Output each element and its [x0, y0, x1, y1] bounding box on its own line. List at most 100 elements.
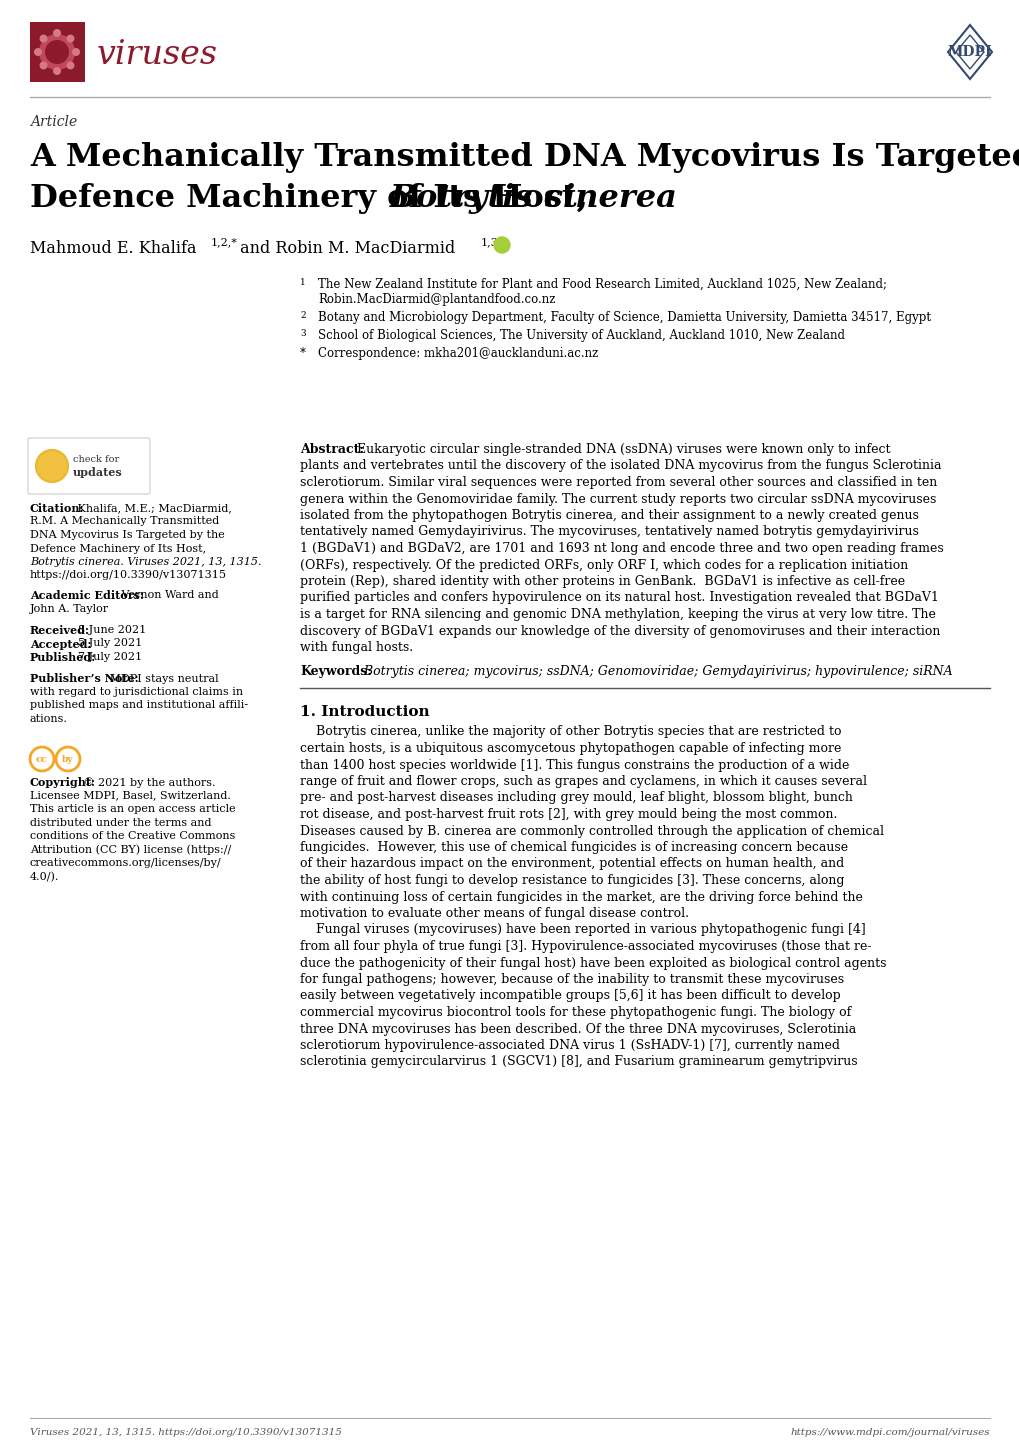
Text: Botany and Microbiology Department, Faculty of Science, Damietta University, Dam: Botany and Microbiology Department, Facu…: [318, 311, 930, 324]
Text: isolated from the phytopathogen Botrytis cinerea, and their assignment to a newl: isolated from the phytopathogen Botrytis…: [300, 509, 918, 522]
Text: certain hosts, is a ubiquitous ascomycetous phytopathogen capable of infecting m: certain hosts, is a ubiquitous ascomycet…: [300, 743, 841, 756]
Circle shape: [493, 236, 510, 252]
Text: ations.: ations.: [30, 714, 68, 724]
Text: Keywords:: Keywords:: [300, 666, 372, 679]
Text: creativecommons.org/licenses/by/: creativecommons.org/licenses/by/: [30, 858, 221, 868]
Text: https://www.mdpi.com/journal/viruses: https://www.mdpi.com/journal/viruses: [790, 1428, 989, 1438]
Circle shape: [72, 48, 79, 56]
Text: by: by: [62, 754, 73, 763]
Circle shape: [53, 29, 61, 37]
Text: rot disease, and post-harvest fruit rots [2], with grey mould being the most com: rot disease, and post-harvest fruit rots…: [300, 808, 837, 820]
Text: and Robin M. MacDiarmid: and Robin M. MacDiarmid: [234, 239, 460, 257]
Text: R.M. A Mechanically Transmitted: R.M. A Mechanically Transmitted: [30, 516, 219, 526]
Text: Copyright:: Copyright:: [30, 777, 96, 787]
Text: plants and vertebrates until the discovery of the isolated DNA mycovirus from th: plants and vertebrates until the discove…: [300, 460, 941, 473]
Text: iD: iD: [496, 241, 506, 249]
Text: Botrytis cinerea. Viruses 2021, 13, 1315.: Botrytis cinerea. Viruses 2021, 13, 1315…: [30, 557, 261, 567]
Text: A Mechanically Transmitted DNA Mycovirus Is Targeted by the: A Mechanically Transmitted DNA Mycovirus…: [30, 141, 1019, 173]
Text: 1: 1: [300, 278, 306, 287]
Text: sclerotiorum hypovirulence-associated DNA virus 1 (SsHADV-1) [7], currently name: sclerotiorum hypovirulence-associated DN…: [300, 1040, 840, 1053]
Text: Received:: Received:: [30, 624, 90, 636]
Text: Botrytis cinerea; mycovirus; ssDNA; Genomoviridae; Gemydayirivirus; hypovirulenc: Botrytis cinerea; mycovirus; ssDNA; Geno…: [360, 666, 952, 679]
Text: with fungal hosts.: with fungal hosts.: [300, 642, 413, 655]
Text: Article: Article: [30, 115, 77, 128]
Text: distributed under the terms and: distributed under the terms and: [30, 818, 211, 828]
Circle shape: [39, 35, 75, 71]
Circle shape: [66, 62, 74, 69]
FancyBboxPatch shape: [28, 438, 150, 495]
Circle shape: [40, 62, 48, 69]
Text: John A. Taylor: John A. Taylor: [30, 604, 109, 613]
Text: *: *: [300, 348, 306, 360]
Circle shape: [45, 40, 69, 63]
Text: is a target for RNA silencing and genomic DNA methylation, keeping the virus at : is a target for RNA silencing and genomi…: [300, 609, 935, 622]
Text: pre- and post-harvest diseases including grey mould, leaf blight, blossom blight: pre- and post-harvest diseases including…: [300, 792, 852, 805]
Text: 2: 2: [300, 311, 306, 320]
Text: updates: updates: [73, 467, 122, 479]
Text: purified particles and confers hypovirulence on its natural host. Investigation : purified particles and confers hypovirul…: [300, 591, 937, 604]
Text: Diseases caused by B. cinerea are commonly controlled through the application of: Diseases caused by B. cinerea are common…: [300, 825, 883, 838]
Text: 4.0/).: 4.0/).: [30, 871, 59, 883]
Text: The New Zealand Institute for Plant and Food Research Limited, Auckland 1025, Ne: The New Zealand Institute for Plant and …: [318, 278, 887, 291]
Text: three DNA mycoviruses has been described. Of the three DNA mycoviruses, Scleroti: three DNA mycoviruses has been described…: [300, 1022, 855, 1035]
Circle shape: [40, 35, 48, 43]
Text: Botrytis cinerea, unlike the majority of other Botrytis species that are restric: Botrytis cinerea, unlike the majority of…: [300, 725, 841, 738]
Text: Abstract:: Abstract:: [300, 443, 364, 456]
Text: Defence Machinery of Its Host,: Defence Machinery of Its Host,: [30, 544, 206, 554]
Text: duce the pathogenicity of their fungal host) have been exploited as biological c: duce the pathogenicity of their fungal h…: [300, 956, 886, 969]
Text: Accepted:: Accepted:: [30, 639, 92, 649]
Text: Fungal viruses (mycoviruses) have been reported in various phytopathogenic fungi: Fungal viruses (mycoviruses) have been r…: [300, 923, 865, 936]
Text: ✓: ✓: [48, 459, 56, 473]
Text: 5 July 2021: 5 July 2021: [77, 639, 142, 649]
Text: viruses: viruses: [97, 39, 218, 71]
Text: 1 (BGDaV1) and BGDaV2, are 1701 and 1693 nt long and encode three and two open r: 1 (BGDaV1) and BGDaV2, are 1701 and 1693…: [300, 542, 943, 555]
Text: than 1400 host species worldwide [1]. This fungus constrains the production of a: than 1400 host species worldwide [1]. Th…: [300, 758, 849, 771]
Text: the ability of host fungi to develop resistance to fungicides [3]. These concern: the ability of host fungi to develop res…: [300, 874, 844, 887]
Text: of their hazardous impact on the environment, potential effects on human health,: of their hazardous impact on the environ…: [300, 858, 844, 871]
Text: Defence Machinery of Its Host,: Defence Machinery of Its Host,: [30, 183, 598, 213]
Text: Khalifa, M.E.; MacDiarmid,: Khalifa, M.E.; MacDiarmid,: [74, 503, 231, 513]
Text: check for: check for: [73, 454, 119, 463]
Text: Vernon Ward and: Vernon Ward and: [118, 590, 218, 600]
Text: School of Biological Sciences, The University of Auckland, Auckland 1010, New Ze: School of Biological Sciences, The Unive…: [318, 329, 844, 342]
Text: 1. Introduction: 1. Introduction: [300, 705, 429, 720]
Text: https://doi.org/10.3390/v13071315: https://doi.org/10.3390/v13071315: [30, 571, 227, 581]
Text: MDPI stays neutral: MDPI stays neutral: [106, 673, 218, 684]
Circle shape: [53, 66, 61, 75]
Text: easily between vegetatively incompatible groups [5,6] it has been difficult to d: easily between vegetatively incompatible…: [300, 989, 840, 1002]
Text: motivation to evaluate other means of fungal disease control.: motivation to evaluate other means of fu…: [300, 907, 688, 920]
Text: This article is an open access article: This article is an open access article: [30, 805, 235, 813]
Text: tentatively named Gemydayirivirus. The mycoviruses, tentatively named botrytis g: tentatively named Gemydayirivirus. The m…: [300, 525, 918, 538]
Text: Attribution (CC BY) license (https://: Attribution (CC BY) license (https://: [30, 845, 231, 855]
Text: MDPI: MDPI: [947, 45, 991, 59]
Text: for fungal pathogens; however, because of the inability to transmit these mycovi: for fungal pathogens; however, because o…: [300, 973, 844, 986]
Text: Mahmoud E. Khalifa: Mahmoud E. Khalifa: [30, 239, 202, 257]
Text: Licensee MDPI, Basel, Switzerland.: Licensee MDPI, Basel, Switzerland.: [30, 790, 230, 800]
Text: range of fruit and flower crops, such as grapes and cyclamens, in which it cause: range of fruit and flower crops, such as…: [300, 774, 866, 787]
Text: 1,2,*: 1,2,*: [211, 236, 237, 247]
Text: 7 July 2021: 7 July 2021: [77, 652, 142, 662]
Text: with regard to jurisdictional claims in: with regard to jurisdictional claims in: [30, 686, 243, 696]
Text: 3: 3: [300, 329, 306, 337]
Text: Viruses 2021, 13, 1315. https://doi.org/10.3390/v13071315: Viruses 2021, 13, 1315. https://doi.org/…: [30, 1428, 341, 1438]
Text: DNA Mycovirus Is Targeted by the: DNA Mycovirus Is Targeted by the: [30, 531, 224, 539]
Text: commercial mycovirus biocontrol tools for these phytopathogenic fungi. The biolo: commercial mycovirus biocontrol tools fo…: [300, 1007, 851, 1019]
Text: Robin.MacDiarmid@plantandfood.co.nz: Robin.MacDiarmid@plantandfood.co.nz: [318, 293, 554, 306]
Text: from all four phyla of true fungi [3]. Hypovirulence-associated mycoviruses (tho: from all four phyla of true fungi [3]. H…: [300, 940, 870, 953]
Text: Publisher’s Note:: Publisher’s Note:: [30, 673, 139, 685]
Text: 8 June 2021: 8 June 2021: [77, 624, 146, 634]
Text: Academic Editors:: Academic Editors:: [30, 590, 144, 601]
Text: cc: cc: [36, 754, 48, 763]
Text: protein (Rep), shared identity with other proteins in GenBank.  BGDaV1 is infect: protein (Rep), shared identity with othe…: [300, 575, 904, 588]
Text: genera within the Genomoviridae family. The current study reports two circular s: genera within the Genomoviridae family. …: [300, 493, 935, 506]
Circle shape: [36, 450, 68, 482]
Circle shape: [66, 35, 74, 43]
Text: sclerotinia gemycircularvirus 1 (SGCV1) [8], and Fusarium graminearum gemytripvi: sclerotinia gemycircularvirus 1 (SGCV1) …: [300, 1056, 857, 1069]
Text: published maps and institutional affili-: published maps and institutional affili-: [30, 701, 248, 711]
Text: discovery of BGDaV1 expands our knowledge of the diversity of genomoviruses and : discovery of BGDaV1 expands our knowledg…: [300, 624, 940, 637]
Text: with continuing loss of certain fungicides in the market, are the driving force : with continuing loss of certain fungicid…: [300, 891, 862, 904]
Text: (ORFs), respectively. Of the predicted ORFs, only ORF I, which codes for a repli: (ORFs), respectively. Of the predicted O…: [300, 558, 907, 571]
Text: Eukaryotic circular single-stranded DNA (ssDNA) viruses were known only to infec: Eukaryotic circular single-stranded DNA …: [353, 443, 890, 456]
Text: Correspondence: mkha201@aucklanduni.ac.nz: Correspondence: mkha201@aucklanduni.ac.n…: [318, 348, 598, 360]
FancyBboxPatch shape: [30, 22, 85, 82]
